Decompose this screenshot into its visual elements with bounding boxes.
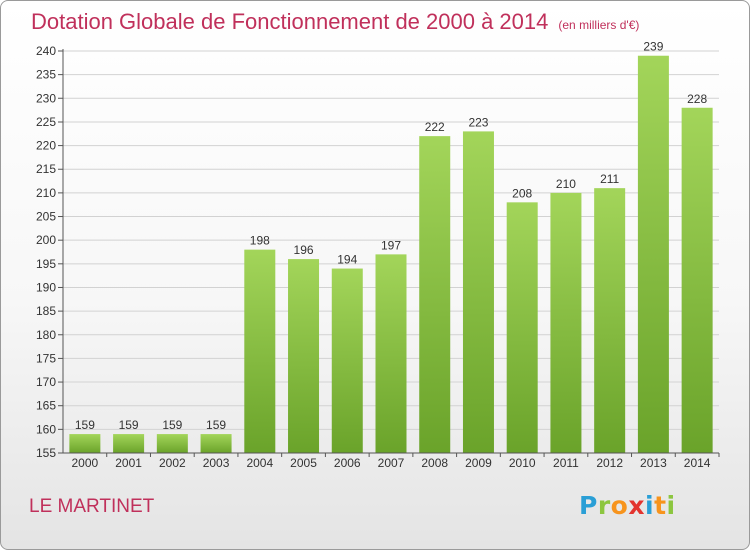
x-axis: 2000 2001 2002 2003 2004 2005 2006 2007 2008 2009… (63, 452, 720, 470)
y-tick-label: 225 (36, 115, 56, 129)
bar (288, 259, 320, 453)
proxiti-logo: Proxiti (579, 491, 676, 520)
bar (594, 188, 626, 453)
bar (113, 434, 145, 453)
bar-value-label: 222 (425, 120, 445, 134)
bar (506, 202, 538, 453)
y-tick-label: 230 (36, 91, 56, 105)
bar-value-label: 159 (119, 418, 139, 432)
x-tick-label: 2009 (465, 456, 492, 470)
x-tick-label: 2011 (553, 456, 579, 470)
x-tick-label: 2007 (378, 456, 405, 470)
y-tick-label: 190 (36, 280, 56, 294)
bar (244, 249, 276, 453)
bar-value-label: 208 (512, 186, 532, 200)
bars: 159 159 159 159 198 196 194 197 222 223 208 210 211 2… (69, 40, 713, 454)
x-tick-label: 2002 (159, 456, 186, 470)
y-tick-label: 200 (36, 233, 56, 247)
logo-letter: r (597, 491, 611, 520)
y-tick-label: 155 (36, 446, 56, 460)
y-tick-label: 160 (36, 422, 56, 436)
chart-subtitle: (en milliers d'€) (558, 18, 640, 32)
y-tick-label: 195 (36, 257, 56, 271)
y-tick-label: 180 (36, 328, 56, 342)
logo-letter: t (654, 491, 667, 520)
bar (200, 434, 232, 453)
x-tick-label: 2013 (640, 456, 667, 470)
logo-letter: i (666, 491, 676, 520)
y-tick-label: 215 (36, 162, 56, 176)
bar-value-label: 159 (162, 418, 182, 432)
bar-value-label: 223 (468, 115, 488, 129)
bar-value-label: 211 (600, 172, 619, 186)
chart-title-text: Dotation Globale de Fonctionnement de 20… (31, 9, 549, 34)
logo-letter: i (645, 491, 655, 520)
chart-title: Dotation Globale de Fonctionnement de 20… (31, 9, 639, 35)
bar (69, 434, 101, 453)
x-tick-label: 2008 (421, 456, 448, 470)
y-tick-label: 220 (36, 139, 56, 153)
y-tick-label: 165 (36, 399, 56, 413)
y-tick-label: 170 (36, 375, 56, 389)
bar-value-label: 239 (643, 40, 663, 54)
bar (375, 254, 407, 453)
logo-letter: P (579, 491, 598, 520)
bar (637, 55, 669, 454)
bar-value-label: 159 (75, 418, 95, 432)
x-tick-label: 2003 (203, 456, 230, 470)
bar-value-label: 228 (687, 92, 707, 106)
bar-value-label: 196 (294, 243, 314, 257)
x-tick-label: 2012 (596, 456, 623, 470)
x-tick-label: 2001 (115, 456, 142, 470)
x-tick-label: 2000 (72, 456, 99, 470)
y-tick-label: 205 (36, 210, 56, 224)
x-tick-label: 2004 (246, 456, 273, 470)
y-tick-label: 210 (36, 186, 56, 200)
bar-value-label: 198 (250, 234, 270, 248)
bar-value-label: 194 (337, 253, 357, 267)
x-tick-label: 2014 (684, 456, 711, 470)
y-tick-label: 175 (36, 351, 56, 365)
x-tick-label: 2006 (334, 456, 361, 470)
bar-value-label: 197 (381, 238, 401, 252)
y-tick-label: 235 (36, 68, 56, 82)
y-tick-label: 185 (36, 304, 56, 318)
x-tick-label: 2005 (290, 456, 317, 470)
y-tick-label: 240 (36, 44, 56, 58)
logo-letter: x (628, 491, 645, 520)
bar-value-label: 210 (556, 177, 576, 191)
bar-value-label: 159 (206, 418, 226, 432)
bar (331, 268, 363, 453)
y-axis: 155 160 165 170 175 180 185 190 195 200 205 210 215 2… (36, 44, 64, 460)
logo-letter: o (610, 491, 629, 520)
bar (681, 107, 713, 454)
bar (462, 131, 494, 453)
bar (419, 136, 451, 454)
bar (550, 192, 582, 453)
x-tick-label: 2010 (509, 456, 536, 470)
bar (156, 434, 188, 453)
place-name: LE MARTINET (29, 496, 155, 517)
